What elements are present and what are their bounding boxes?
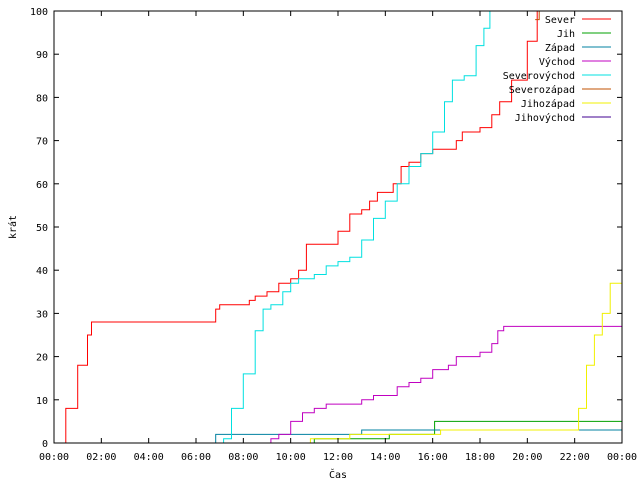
legend-label: Severozápad [509, 84, 575, 96]
y-tick-label: 100 [30, 7, 48, 18]
y-tick-label: 0 [42, 439, 48, 450]
y-tick-label: 30 [36, 309, 48, 320]
x-tick-label: 04:00 [134, 452, 164, 463]
legend-label: Severovýchod [503, 70, 575, 82]
y-tick-label: 80 [36, 93, 48, 104]
series-line-Severozápad [535, 11, 540, 21]
x-tick-label: 10:00 [276, 452, 306, 463]
series-line-Severovýchod [215, 11, 491, 443]
legend: Sever Jih Západ Východ Severovýchod Severozáp… [503, 15, 611, 124]
y-tick-label: 60 [36, 180, 48, 191]
legend-label: Jih [557, 29, 575, 40]
legend-label: Jihovýchod [515, 112, 575, 124]
legend-label: Sever [545, 15, 575, 26]
series-line-Jihozápad [306, 252, 622, 443]
x-tick-label: 06:00 [181, 452, 211, 463]
y-tick-label: 70 [36, 137, 48, 148]
legend-label: Jihozápad [521, 98, 575, 110]
x-tick-label: 18:00 [465, 452, 495, 463]
y-tick-label: 20 [36, 353, 48, 364]
x-axis-ticks: 00:00 02:00 04:00 06:00 08:00 10:00 12:00 14:00… [39, 11, 637, 463]
legend-label: Východ [539, 56, 575, 68]
series-layer [54, 11, 622, 443]
x-tick-label: 14:00 [370, 452, 400, 463]
y-tick-label: 10 [36, 396, 48, 407]
series-line-Sever [54, 11, 538, 443]
x-tick-label: 00:00 [39, 452, 69, 463]
x-axis-label: Čas [329, 468, 347, 480]
y-tick-label: 40 [36, 266, 48, 277]
x-tick-label: 02:00 [86, 452, 116, 463]
x-tick-label: 20:00 [512, 452, 542, 463]
legend-label: Západ [545, 42, 575, 54]
x-tick-label: 08:00 [228, 452, 258, 463]
y-axis-label: krát [7, 215, 19, 239]
y-tick-label: 90 [36, 50, 48, 61]
x-tick-label: 16:00 [418, 452, 448, 463]
x-tick-label: 22:00 [560, 452, 590, 463]
x-tick-label: 00:00 [607, 452, 637, 463]
y-axis-ticks: 0 10 20 30 40 50 60 70 80 90 100 [30, 7, 622, 450]
series-line-Východ [267, 325, 622, 443]
y-tick-label: 50 [36, 223, 48, 234]
x-tick-label: 12:00 [323, 452, 353, 463]
series-line-Jih [310, 420, 622, 443]
